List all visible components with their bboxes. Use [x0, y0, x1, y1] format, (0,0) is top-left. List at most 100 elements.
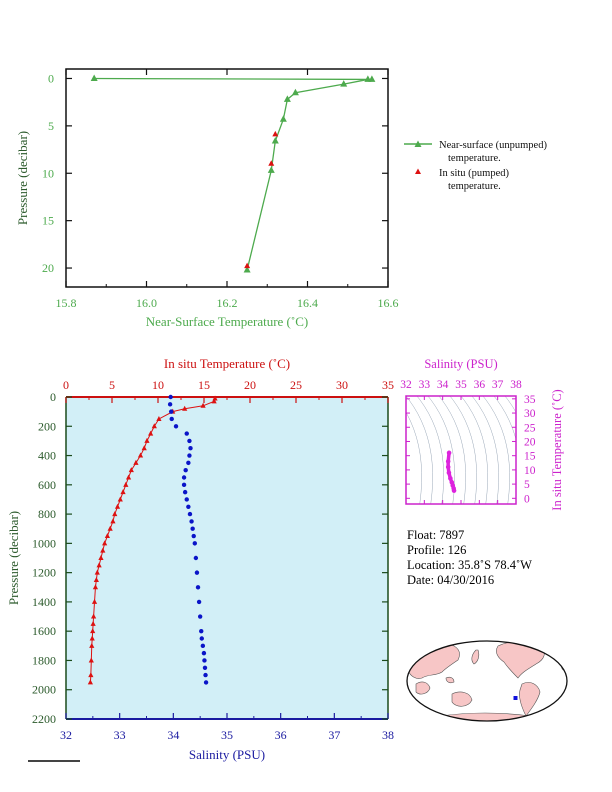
- salinity-tick-label: 34: [167, 728, 179, 742]
- salinity-point: [186, 460, 191, 466]
- salinity-point: [187, 438, 192, 444]
- temperature-point: [137, 452, 144, 458]
- pressure-tick-label: 400: [38, 449, 56, 463]
- temperature-point: [87, 679, 93, 685]
- top-y-tick-label: 5: [48, 119, 54, 133]
- salinity-tick-label: 33: [114, 728, 126, 742]
- temperature-point: [120, 489, 126, 495]
- density-contour: [406, 396, 433, 504]
- pressure-axis-label: Pressure (decibar): [6, 511, 21, 605]
- temperature-tick-label: 25: [290, 378, 302, 392]
- temperature-point: [94, 569, 100, 575]
- ts-y-tick-label: 0: [524, 493, 530, 505]
- legend-in-situ-line2: temperature.: [448, 181, 501, 192]
- density-contour: [406, 411, 422, 504]
- top-x-tick-labels: 15.8 16.0 16.2 16.4 16.6: [56, 296, 399, 310]
- temperature-point: [200, 402, 206, 408]
- temperature-point: [90, 628, 96, 634]
- temperature-point: [104, 533, 110, 539]
- density-contour: [438, 396, 466, 504]
- float-info: Float: 7897 Profile: 126 Location: 35.8˚…: [407, 528, 532, 587]
- top-x-tick-label: 16.0: [136, 296, 157, 310]
- salinity-point: [186, 504, 191, 509]
- temperature-point: [117, 496, 123, 502]
- profile-series: [87, 394, 218, 685]
- top-x-tick-label: 16.6: [378, 296, 399, 310]
- footer-stamp: [28, 760, 80, 762]
- density-contour: [471, 396, 499, 504]
- ts-y-tick-label: 30: [524, 408, 536, 420]
- south-america-land: [519, 682, 541, 717]
- temperature-point: [133, 459, 139, 465]
- density-contour: [449, 396, 477, 504]
- pressure-tick-label: 600: [38, 478, 56, 492]
- temperature-point: [90, 620, 96, 626]
- pressure-tick-label: 1000: [32, 536, 56, 550]
- temperature-point: [128, 467, 134, 473]
- temperature-point: [91, 598, 98, 604]
- ts-point: [451, 488, 457, 493]
- top-plot-frame: [65, 68, 389, 288]
- density-contour: [493, 396, 516, 441]
- salinity-tick-label: 35: [221, 728, 233, 742]
- temperature-tick-label: 5: [109, 378, 115, 392]
- ts-y-tick-label: 5: [524, 479, 530, 491]
- density-contour: [427, 396, 455, 504]
- salinity-point: [184, 497, 189, 502]
- salinity-point: [194, 570, 200, 575]
- temperature-point: [89, 635, 95, 641]
- near-surface-point: [279, 115, 287, 122]
- pressure-tick-label: 0: [50, 390, 56, 404]
- australia-land: [451, 691, 473, 707]
- in-situ-point: [272, 130, 279, 137]
- top-y-tick-label: 10: [42, 166, 54, 180]
- salinity-point: [187, 511, 193, 517]
- date-text: Date: 04/30/2016: [407, 573, 494, 587]
- salinity-point: [199, 636, 204, 641]
- salinity-point: [168, 394, 173, 400]
- pressure-tick-labels: 0 200 400 600 800 1000 1200 1400 1600 1800 2000 220…: [32, 390, 56, 726]
- near-surface-point: [283, 95, 291, 102]
- legend-marker-near-surface: [414, 140, 422, 147]
- ts-x-tick-label: 35: [455, 379, 467, 391]
- temperature-point: [96, 562, 102, 568]
- temperature-axis-label: In situ Temperature (˚C): [164, 356, 290, 371]
- ts-x-tick-label: 33: [419, 379, 431, 391]
- ts-point: [446, 470, 452, 476]
- salinity-point: [188, 446, 193, 451]
- pressure-tick-label: 1400: [32, 595, 56, 609]
- in-situ-point: [244, 262, 251, 269]
- temperature-point: [98, 555, 104, 560]
- africa-land: [415, 681, 431, 695]
- salinity-point: [192, 541, 197, 546]
- salinity-point: [181, 482, 187, 488]
- salinity-tick-label: 32: [60, 728, 72, 742]
- top-series: [90, 74, 376, 273]
- temperature-tick-label: 30: [336, 378, 348, 392]
- top-y-axis-label: Pressure (decibar): [15, 131, 30, 225]
- salinity-tick-label: 37: [328, 728, 340, 742]
- temperature-point: [114, 503, 121, 509]
- top-axis-ticks: [65, 69, 389, 287]
- main-plot-background: [66, 397, 388, 719]
- ts-y-tick-label: 35: [524, 394, 536, 406]
- temperature-point: [211, 398, 217, 404]
- temperature-point: [110, 518, 116, 524]
- pressure-tick-label: 2200: [32, 712, 56, 726]
- salinity-point: [196, 599, 202, 605]
- top-x-tick-label: 16.2: [217, 296, 238, 310]
- ts-y-tick-label: 15: [524, 451, 536, 463]
- top-y-tick-labels: 0 5 10 15 20: [42, 71, 54, 275]
- ts-axis-ticks: [405, 396, 517, 504]
- temperature-point: [123, 481, 129, 487]
- temperature-point: [125, 474, 132, 480]
- near-surface-point: [271, 137, 279, 144]
- ts-y-tick-label: 20: [524, 436, 536, 448]
- ts-x-tick-labels: 32 33 34 35 36 37 38: [400, 379, 522, 391]
- near-surface-point: [340, 80, 348, 87]
- float-location-marker: [513, 696, 518, 700]
- salinity-point: [173, 424, 179, 429]
- footer-stamp-mark: [28, 760, 80, 762]
- temperature-point: [92, 584, 99, 590]
